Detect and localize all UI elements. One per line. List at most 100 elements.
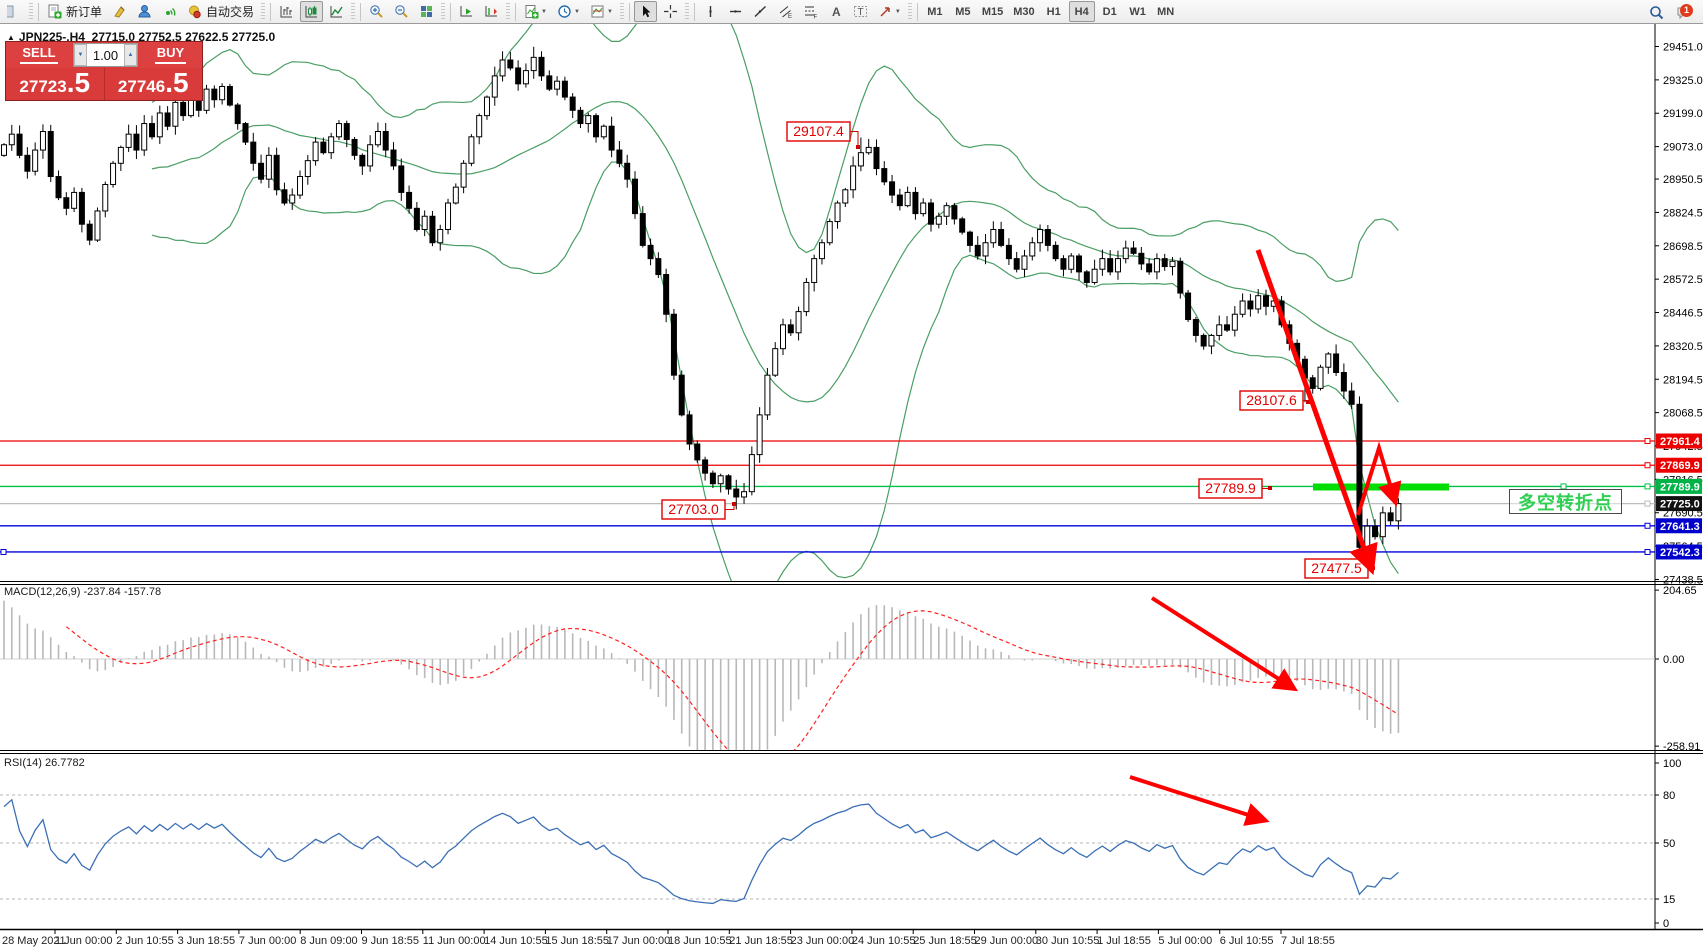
svg-text:28446.5: 28446.5	[1663, 308, 1703, 320]
horizontal-line-button-icon	[728, 4, 743, 19]
svg-text:T: T	[857, 7, 863, 18]
svg-text:28824.5: 28824.5	[1663, 207, 1703, 219]
signals-button-icon	[162, 4, 177, 19]
periods-button[interactable]: ▼	[553, 1, 584, 22]
hline-handle[interactable]	[1644, 462, 1651, 469]
hline-handle[interactable]	[1644, 522, 1651, 529]
price-tag-28107.6[interactable]	[1239, 390, 1304, 411]
timeframe-d1[interactable]: D1	[1102, 5, 1117, 18]
price-tag-27789.9[interactable]	[1198, 478, 1263, 499]
timeframe-m30[interactable]: M30	[1013, 5, 1035, 18]
timeframe-m1[interactable]: M1	[927, 5, 943, 18]
sell-price[interactable]: 27723.5	[19, 67, 91, 98]
trendline-button[interactable]	[749, 1, 772, 22]
zoom-out-button[interactable]	[390, 1, 413, 22]
templates-button[interactable]: ▼	[586, 1, 617, 22]
indicators-button[interactable]: ▼	[520, 1, 551, 22]
timeframe-m5[interactable]: M5	[955, 5, 971, 18]
templates-button-caret[interactable]: ▼	[606, 8, 613, 15]
one-click-trade-panel: SELL ▼ 1.00 ▲ BUY 27723.5 27746.5	[5, 41, 203, 101]
toolbar-group-handle[interactable]	[506, 2, 511, 21]
new-order-button-icon	[47, 4, 62, 19]
search-button[interactable]	[1645, 2, 1668, 23]
volume-decrease-button[interactable]: ▼	[74, 44, 87, 66]
toolbar-group-handle[interactable]	[441, 2, 446, 21]
timeframe-m15[interactable]: M15	[981, 5, 1004, 18]
bar-chart-button[interactable]	[275, 1, 298, 22]
price-badge-27869.9	[1656, 457, 1702, 473]
volume-value[interactable]: 1.00	[92, 47, 119, 63]
timeframe-h4[interactable]: H4	[1068, 1, 1095, 22]
hline-handle[interactable]	[1644, 483, 1651, 490]
main-down-arrow[interactable]	[1255, 249, 1378, 576]
toolbar-group-handle[interactable]	[29, 2, 33, 21]
macd-down-arrow[interactable]	[1150, 596, 1299, 692]
time-label: 15 Jun 18:55	[545, 935, 609, 947]
horizontal-line-button[interactable]	[724, 1, 747, 22]
vertical-line-button[interactable]	[699, 1, 722, 22]
hline-handle[interactable]	[1644, 548, 1651, 555]
price-tag-27703.0[interactable]	[661, 499, 726, 520]
vertical-line-button-icon	[703, 4, 718, 19]
cleanup-button[interactable]	[108, 1, 131, 22]
new-order-button[interactable]: 新订单	[43, 1, 106, 22]
rsi-down-arrow[interactable]	[1129, 775, 1270, 826]
channel-button[interactable]: E	[774, 1, 797, 22]
templates-button-icon	[590, 4, 605, 19]
timeframe-h1[interactable]: H1	[1046, 5, 1061, 18]
clipped-icon[interactable]	[3, 1, 26, 22]
turning-point-annotation[interactable]: 多空转折点	[1509, 489, 1622, 514]
indicators-button-caret[interactable]: ▼	[541, 8, 547, 15]
toolbar-group-handle[interactable]	[351, 2, 356, 21]
svg-text:29199.0: 29199.0	[1663, 108, 1703, 120]
line-chart-button[interactable]	[325, 1, 348, 22]
text-button[interactable]: A	[824, 1, 847, 22]
chat-button[interactable]: 1	[1670, 2, 1696, 23]
toolbar-group-handle[interactable]	[684, 2, 689, 21]
symbol-collapse-icon[interactable]: ▲	[7, 33, 15, 42]
price-badge-27961.4	[1656, 433, 1702, 449]
candlestick-button[interactable]	[300, 1, 324, 22]
hline-handle[interactable]	[0, 548, 7, 555]
autotrading-button[interactable]: 自动交易	[183, 1, 258, 22]
time-label: 8 Jun 09:00	[300, 935, 358, 947]
svg-text:27438.5: 27438.5	[1663, 574, 1703, 586]
rebound-arrow[interactable]	[1356, 441, 1402, 516]
auto-scroll-button[interactable]	[455, 1, 478, 22]
timeframe-w1[interactable]: W1	[1129, 5, 1146, 18]
tile-windows-button[interactable]	[415, 1, 438, 22]
periods-button-caret[interactable]: ▼	[573, 8, 580, 15]
zoom-in-button[interactable]	[365, 1, 388, 22]
time-label: 2 Jun 10:55	[116, 935, 174, 947]
svg-text:28698.5: 28698.5	[1663, 241, 1703, 253]
signals-button[interactable]	[158, 1, 181, 22]
arrows-button-caret[interactable]: ▼	[894, 8, 901, 15]
cursor-button[interactable]	[633, 1, 657, 22]
toolbar-group-handle[interactable]	[261, 2, 266, 21]
quote-ohlc: 27715.0 27752.5 27622.5 27725.0	[91, 30, 276, 44]
volume-increase-button[interactable]: ▲	[124, 44, 137, 66]
text-label-button[interactable]: T	[849, 1, 872, 22]
toolbar-group-handle[interactable]	[907, 2, 912, 21]
hline-handle[interactable]	[1560, 483, 1567, 490]
svg-text:27542.3: 27542.3	[1660, 547, 1700, 559]
buy-button[interactable]: BUY	[139, 42, 202, 68]
hline-handle[interactable]	[1644, 500, 1651, 507]
svg-text:27789.9: 27789.9	[1205, 480, 1256, 496]
time-label: 25 Jun 18:55	[913, 935, 977, 947]
svg-text:27789.9: 27789.9	[1660, 481, 1700, 493]
toolbar-group-handle[interactable]	[619, 2, 624, 21]
price-tag-29107.4[interactable]	[786, 121, 851, 142]
arrows-button[interactable]: ▼	[874, 1, 905, 22]
svg-text:27725.0: 27725.0	[1660, 499, 1700, 511]
accounts-button[interactable]	[133, 1, 156, 22]
sell-button[interactable]: SELL	[6, 42, 72, 68]
buy-price[interactable]: 27746.5	[117, 67, 189, 98]
timeframe-mn[interactable]: MN	[1157, 5, 1175, 18]
hline-handle[interactable]	[1644, 437, 1651, 444]
crosshair-button[interactable]	[659, 1, 682, 22]
fibonacci-button[interactable]: F	[799, 1, 822, 22]
chart-shift-button[interactable]	[480, 1, 503, 22]
